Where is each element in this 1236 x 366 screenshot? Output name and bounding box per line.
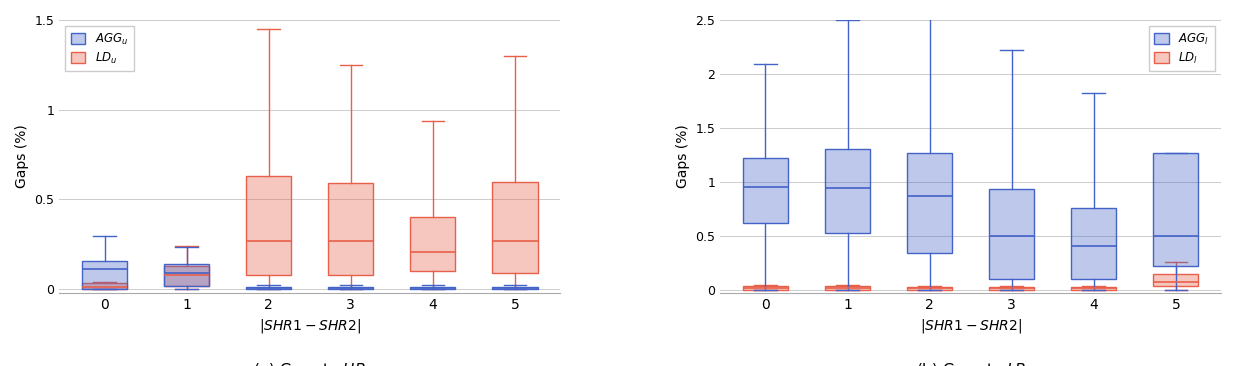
PathPatch shape xyxy=(329,287,373,289)
PathPatch shape xyxy=(743,286,789,290)
PathPatch shape xyxy=(907,153,952,253)
PathPatch shape xyxy=(164,266,209,285)
PathPatch shape xyxy=(743,158,789,223)
PathPatch shape xyxy=(989,287,1035,290)
Legend: $AGG_l$, $LD_l$: $AGG_l$, $LD_l$ xyxy=(1148,26,1215,71)
PathPatch shape xyxy=(1153,153,1199,266)
PathPatch shape xyxy=(824,286,870,290)
PathPatch shape xyxy=(329,183,373,275)
Text: (a) Gaps to $UB$: (a) Gaps to $UB$ xyxy=(253,361,366,366)
PathPatch shape xyxy=(246,287,292,289)
PathPatch shape xyxy=(82,261,127,289)
PathPatch shape xyxy=(82,283,127,289)
PathPatch shape xyxy=(1072,208,1116,279)
Legend: $AGG_u$, $LD_u$: $AGG_u$, $LD_u$ xyxy=(66,26,135,71)
PathPatch shape xyxy=(410,287,455,289)
PathPatch shape xyxy=(410,217,455,271)
PathPatch shape xyxy=(492,287,538,289)
PathPatch shape xyxy=(164,264,209,285)
X-axis label: $|SHR1 - SHR2|$: $|SHR1 - SHR2|$ xyxy=(920,317,1022,335)
PathPatch shape xyxy=(1072,287,1116,290)
PathPatch shape xyxy=(246,176,292,275)
PathPatch shape xyxy=(1153,274,1199,286)
Y-axis label: Gaps (%): Gaps (%) xyxy=(15,124,28,188)
PathPatch shape xyxy=(824,149,870,234)
X-axis label: $|SHR1 - SHR2|$: $|SHR1 - SHR2|$ xyxy=(258,317,361,335)
PathPatch shape xyxy=(989,189,1035,279)
PathPatch shape xyxy=(492,182,538,273)
Text: (b) Gaps to $LB$: (b) Gaps to $LB$ xyxy=(916,361,1026,366)
PathPatch shape xyxy=(907,287,952,290)
Y-axis label: Gaps (%): Gaps (%) xyxy=(676,124,690,188)
